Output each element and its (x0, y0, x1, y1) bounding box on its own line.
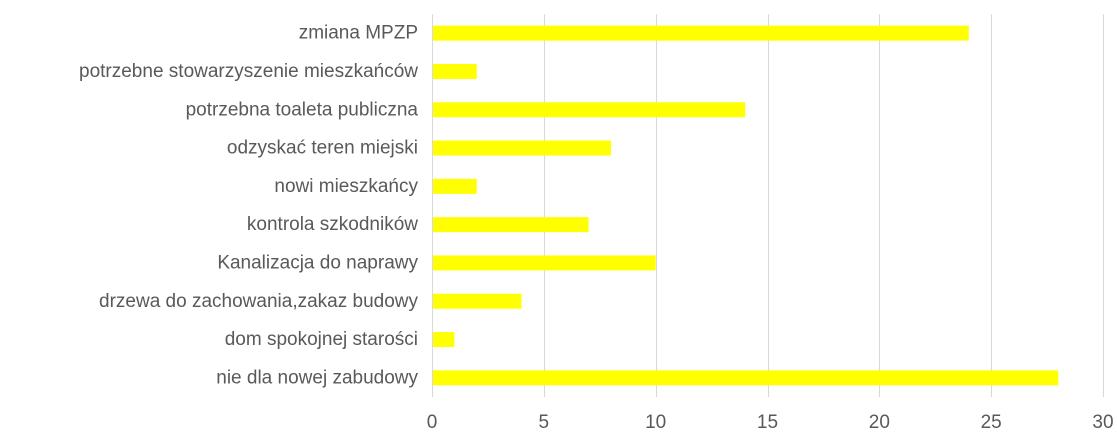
category-labels: zmiana MPZP potrzebne stowarzyszenie mies… (79, 23, 418, 389)
x-tick-labels: 0 5 10 15 20 25 30 (427, 412, 1114, 433)
bar (433, 293, 522, 309)
bar (433, 370, 1059, 386)
bar (433, 63, 477, 79)
x-tick-label: 5 (539, 412, 550, 433)
grid-lines (432, 14, 1104, 397)
bar (433, 178, 477, 194)
x-tick-label: 25 (981, 412, 1002, 433)
bar (433, 140, 611, 156)
category-label: odzyskać teren miejski (227, 138, 418, 159)
x-tick-label: 20 (869, 412, 890, 433)
bar (433, 332, 455, 348)
category-label: potrzebna toaleta publiczna (186, 99, 419, 120)
category-label: Kanalizacja do naprawy (217, 252, 418, 273)
bar (433, 102, 746, 118)
category-label: dom spokojnej starości (225, 329, 418, 350)
x-tick-label: 0 (427, 412, 438, 433)
bars (433, 25, 1059, 386)
bar (433, 25, 969, 41)
category-label: nowi mieszkańcy (274, 176, 418, 197)
x-tick-label: 30 (1092, 412, 1113, 433)
x-tick-label: 10 (645, 412, 666, 433)
category-label: potrzebne stowarzyszenie mieszkańców (79, 61, 418, 82)
category-label: kontrola szkodników (247, 214, 418, 235)
x-tick-label: 15 (757, 412, 778, 433)
category-label: zmiana MPZP (299, 23, 418, 44)
category-label: drzewa do zachowania,zakaz budowy (99, 291, 418, 312)
bar (433, 217, 589, 233)
bar (433, 255, 656, 271)
category-label: nie dla nowej zabudowy (216, 367, 418, 388)
